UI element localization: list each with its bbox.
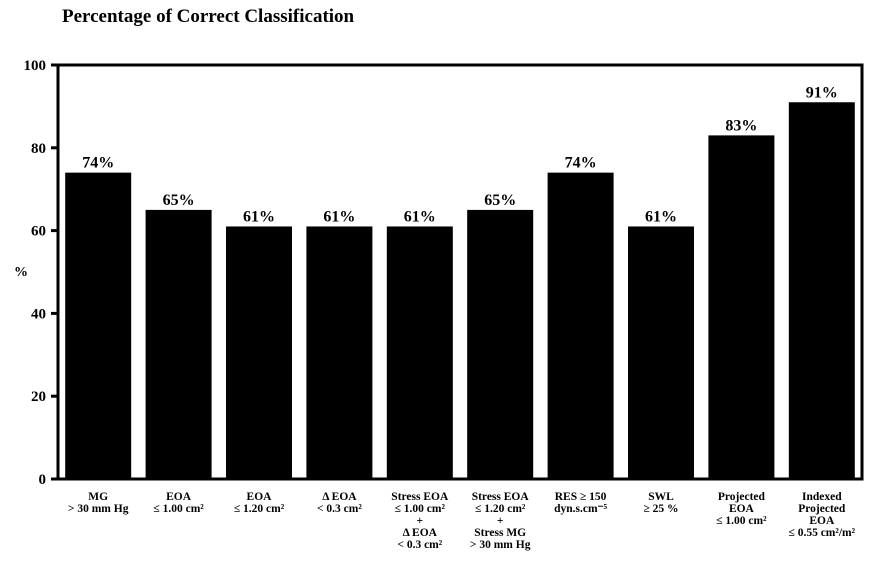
- y-tick-label: 100: [24, 58, 47, 74]
- x-category-label: EOA: [809, 515, 835, 527]
- data-label: 61%: [404, 208, 436, 225]
- bar: [65, 173, 131, 479]
- x-category-label: < 0.3 cm²: [397, 539, 442, 551]
- bar: [146, 210, 212, 479]
- x-category-label: Stress EOA: [391, 491, 449, 503]
- x-category-label: ≤ 1.20 cm²: [234, 503, 285, 515]
- x-category-label: ≤ 1.00 cm²: [716, 515, 767, 527]
- x-category-label: +: [497, 515, 504, 527]
- x-category-label: Δ EOA: [322, 491, 357, 503]
- data-label: 61%: [645, 208, 677, 225]
- x-category-label: < 0.3 cm²: [317, 503, 362, 515]
- x-category-label: Indexed: [802, 491, 842, 503]
- x-category-label: dyn.s.cm⁻⁵: [554, 503, 608, 515]
- y-tick-label: 40: [31, 306, 46, 322]
- x-category-label: Δ EOA: [403, 527, 438, 539]
- x-category-label: EOA: [729, 503, 755, 515]
- data-label: 74%: [82, 155, 114, 172]
- bar: [708, 135, 774, 479]
- data-label: 61%: [323, 208, 355, 225]
- x-category-label: Stress EOA: [472, 491, 530, 503]
- data-label: 65%: [163, 192, 195, 209]
- x-category-label: Stress MG: [474, 527, 526, 539]
- y-tick-label: 80: [31, 141, 46, 157]
- bar: [548, 173, 614, 479]
- x-category-label: > 30 mm Hg: [68, 503, 129, 515]
- x-category-label: EOA: [247, 491, 273, 503]
- x-category-label: ≤ 1.20 cm²: [475, 503, 526, 515]
- x-category-label: ≤ 1.00 cm²: [153, 503, 204, 515]
- x-category-label: RES ≥ 150: [555, 491, 607, 503]
- y-tick-label: 20: [31, 389, 46, 405]
- x-category-label: > 30 mm Hg: [470, 539, 531, 551]
- y-tick-label: 60: [31, 224, 46, 240]
- x-category-label: ≥ 25 %: [643, 503, 678, 515]
- data-label: 65%: [484, 192, 516, 209]
- data-label: 83%: [725, 117, 757, 134]
- x-category-label: ≤ 0.55 cm²/m²: [789, 527, 856, 539]
- y-tick-label: 0: [39, 472, 47, 488]
- bar: [387, 226, 453, 479]
- x-category-label: ≤ 1.00 cm²: [395, 503, 446, 515]
- bar: [306, 226, 372, 479]
- bar: [226, 226, 292, 479]
- x-category-label: +: [417, 515, 424, 527]
- bar: [467, 210, 533, 479]
- bar: [789, 102, 855, 479]
- data-label: 91%: [806, 84, 838, 101]
- y-axis-label: %: [14, 265, 28, 280]
- bar: [628, 226, 694, 479]
- x-category-label: Projected: [718, 491, 766, 503]
- x-category-label: SWL: [648, 491, 674, 503]
- data-label: 61%: [243, 208, 275, 225]
- x-category-label: EOA: [166, 491, 192, 503]
- x-category-label: Projected: [798, 503, 846, 515]
- data-label: 74%: [565, 155, 597, 172]
- x-category-label: MG: [88, 491, 108, 503]
